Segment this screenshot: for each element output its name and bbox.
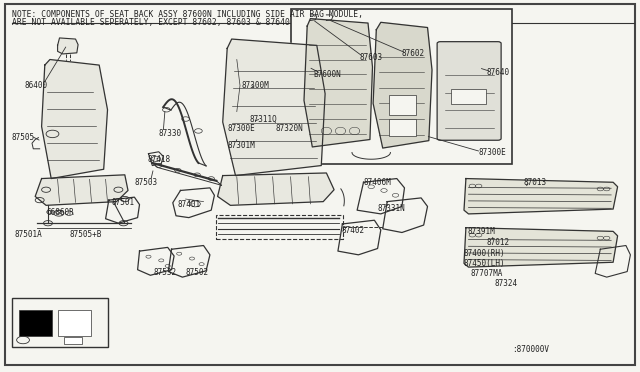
- Text: 87450(LH): 87450(LH): [464, 259, 506, 268]
- Text: 87640: 87640: [486, 68, 509, 77]
- Bar: [389, 119, 416, 136]
- Text: 87401: 87401: [178, 200, 201, 209]
- Text: 87503: 87503: [134, 178, 157, 187]
- Text: B7600N: B7600N: [314, 70, 341, 79]
- Text: 87300E: 87300E: [479, 148, 506, 157]
- Text: 87324: 87324: [495, 279, 518, 288]
- Text: :870000V: :870000V: [512, 345, 549, 354]
- Text: 87013: 87013: [524, 178, 547, 187]
- Bar: [64, 337, 82, 344]
- FancyBboxPatch shape: [437, 42, 501, 140]
- Polygon shape: [218, 173, 334, 205]
- Polygon shape: [58, 38, 78, 54]
- Text: 87311Q: 87311Q: [250, 115, 277, 124]
- Text: 87012: 87012: [486, 238, 509, 247]
- Polygon shape: [42, 60, 108, 179]
- Text: 87331N: 87331N: [378, 204, 405, 213]
- Bar: [58, 310, 91, 336]
- Text: 87501A: 87501A: [14, 230, 42, 239]
- Text: 87603: 87603: [360, 53, 383, 62]
- Text: 66860R: 66860R: [46, 208, 74, 217]
- Bar: [19, 310, 52, 336]
- Text: 87301M: 87301M: [227, 141, 255, 150]
- Text: 87602: 87602: [402, 49, 425, 58]
- Text: 87320N: 87320N: [275, 124, 303, 133]
- Polygon shape: [464, 179, 618, 214]
- Text: 87502: 87502: [186, 268, 209, 277]
- Text: 87400(RH): 87400(RH): [464, 249, 506, 258]
- Text: NOTE: COMPONENTS OF SEAT BACK ASSY 87600N INCLUDING SIDE AIR BAG MODULE,: NOTE: COMPONENTS OF SEAT BACK ASSY 87600…: [12, 10, 362, 19]
- Text: 87532: 87532: [154, 268, 177, 277]
- Text: 87402: 87402: [341, 226, 364, 235]
- Text: ARE NOT AVAILABLE SEPERATELY, EXCEPT 87602, 87603 & 87640: ARE NOT AVAILABLE SEPERATELY, EXCEPT 876…: [12, 18, 289, 27]
- Bar: [451, 89, 486, 104]
- Text: 87300M: 87300M: [242, 81, 269, 90]
- Polygon shape: [223, 39, 325, 176]
- Text: 86400: 86400: [24, 81, 47, 90]
- Text: 87391M: 87391M: [467, 227, 495, 236]
- Bar: [291, 9, 512, 164]
- Polygon shape: [35, 175, 128, 205]
- Bar: [12, 298, 108, 347]
- Text: 87505+B: 87505+B: [69, 230, 102, 239]
- Text: 87406M: 87406M: [364, 178, 391, 187]
- Text: 87300E: 87300E: [227, 124, 255, 133]
- Polygon shape: [373, 22, 432, 148]
- Text: 87418: 87418: [147, 155, 170, 164]
- Text: 87505: 87505: [12, 133, 35, 142]
- Polygon shape: [304, 19, 372, 147]
- Polygon shape: [464, 228, 618, 267]
- Bar: [216, 215, 343, 239]
- Text: 87707MA: 87707MA: [470, 269, 503, 278]
- Text: 87330: 87330: [159, 129, 182, 138]
- Text: 87501: 87501: [112, 198, 135, 207]
- Bar: [389, 95, 416, 115]
